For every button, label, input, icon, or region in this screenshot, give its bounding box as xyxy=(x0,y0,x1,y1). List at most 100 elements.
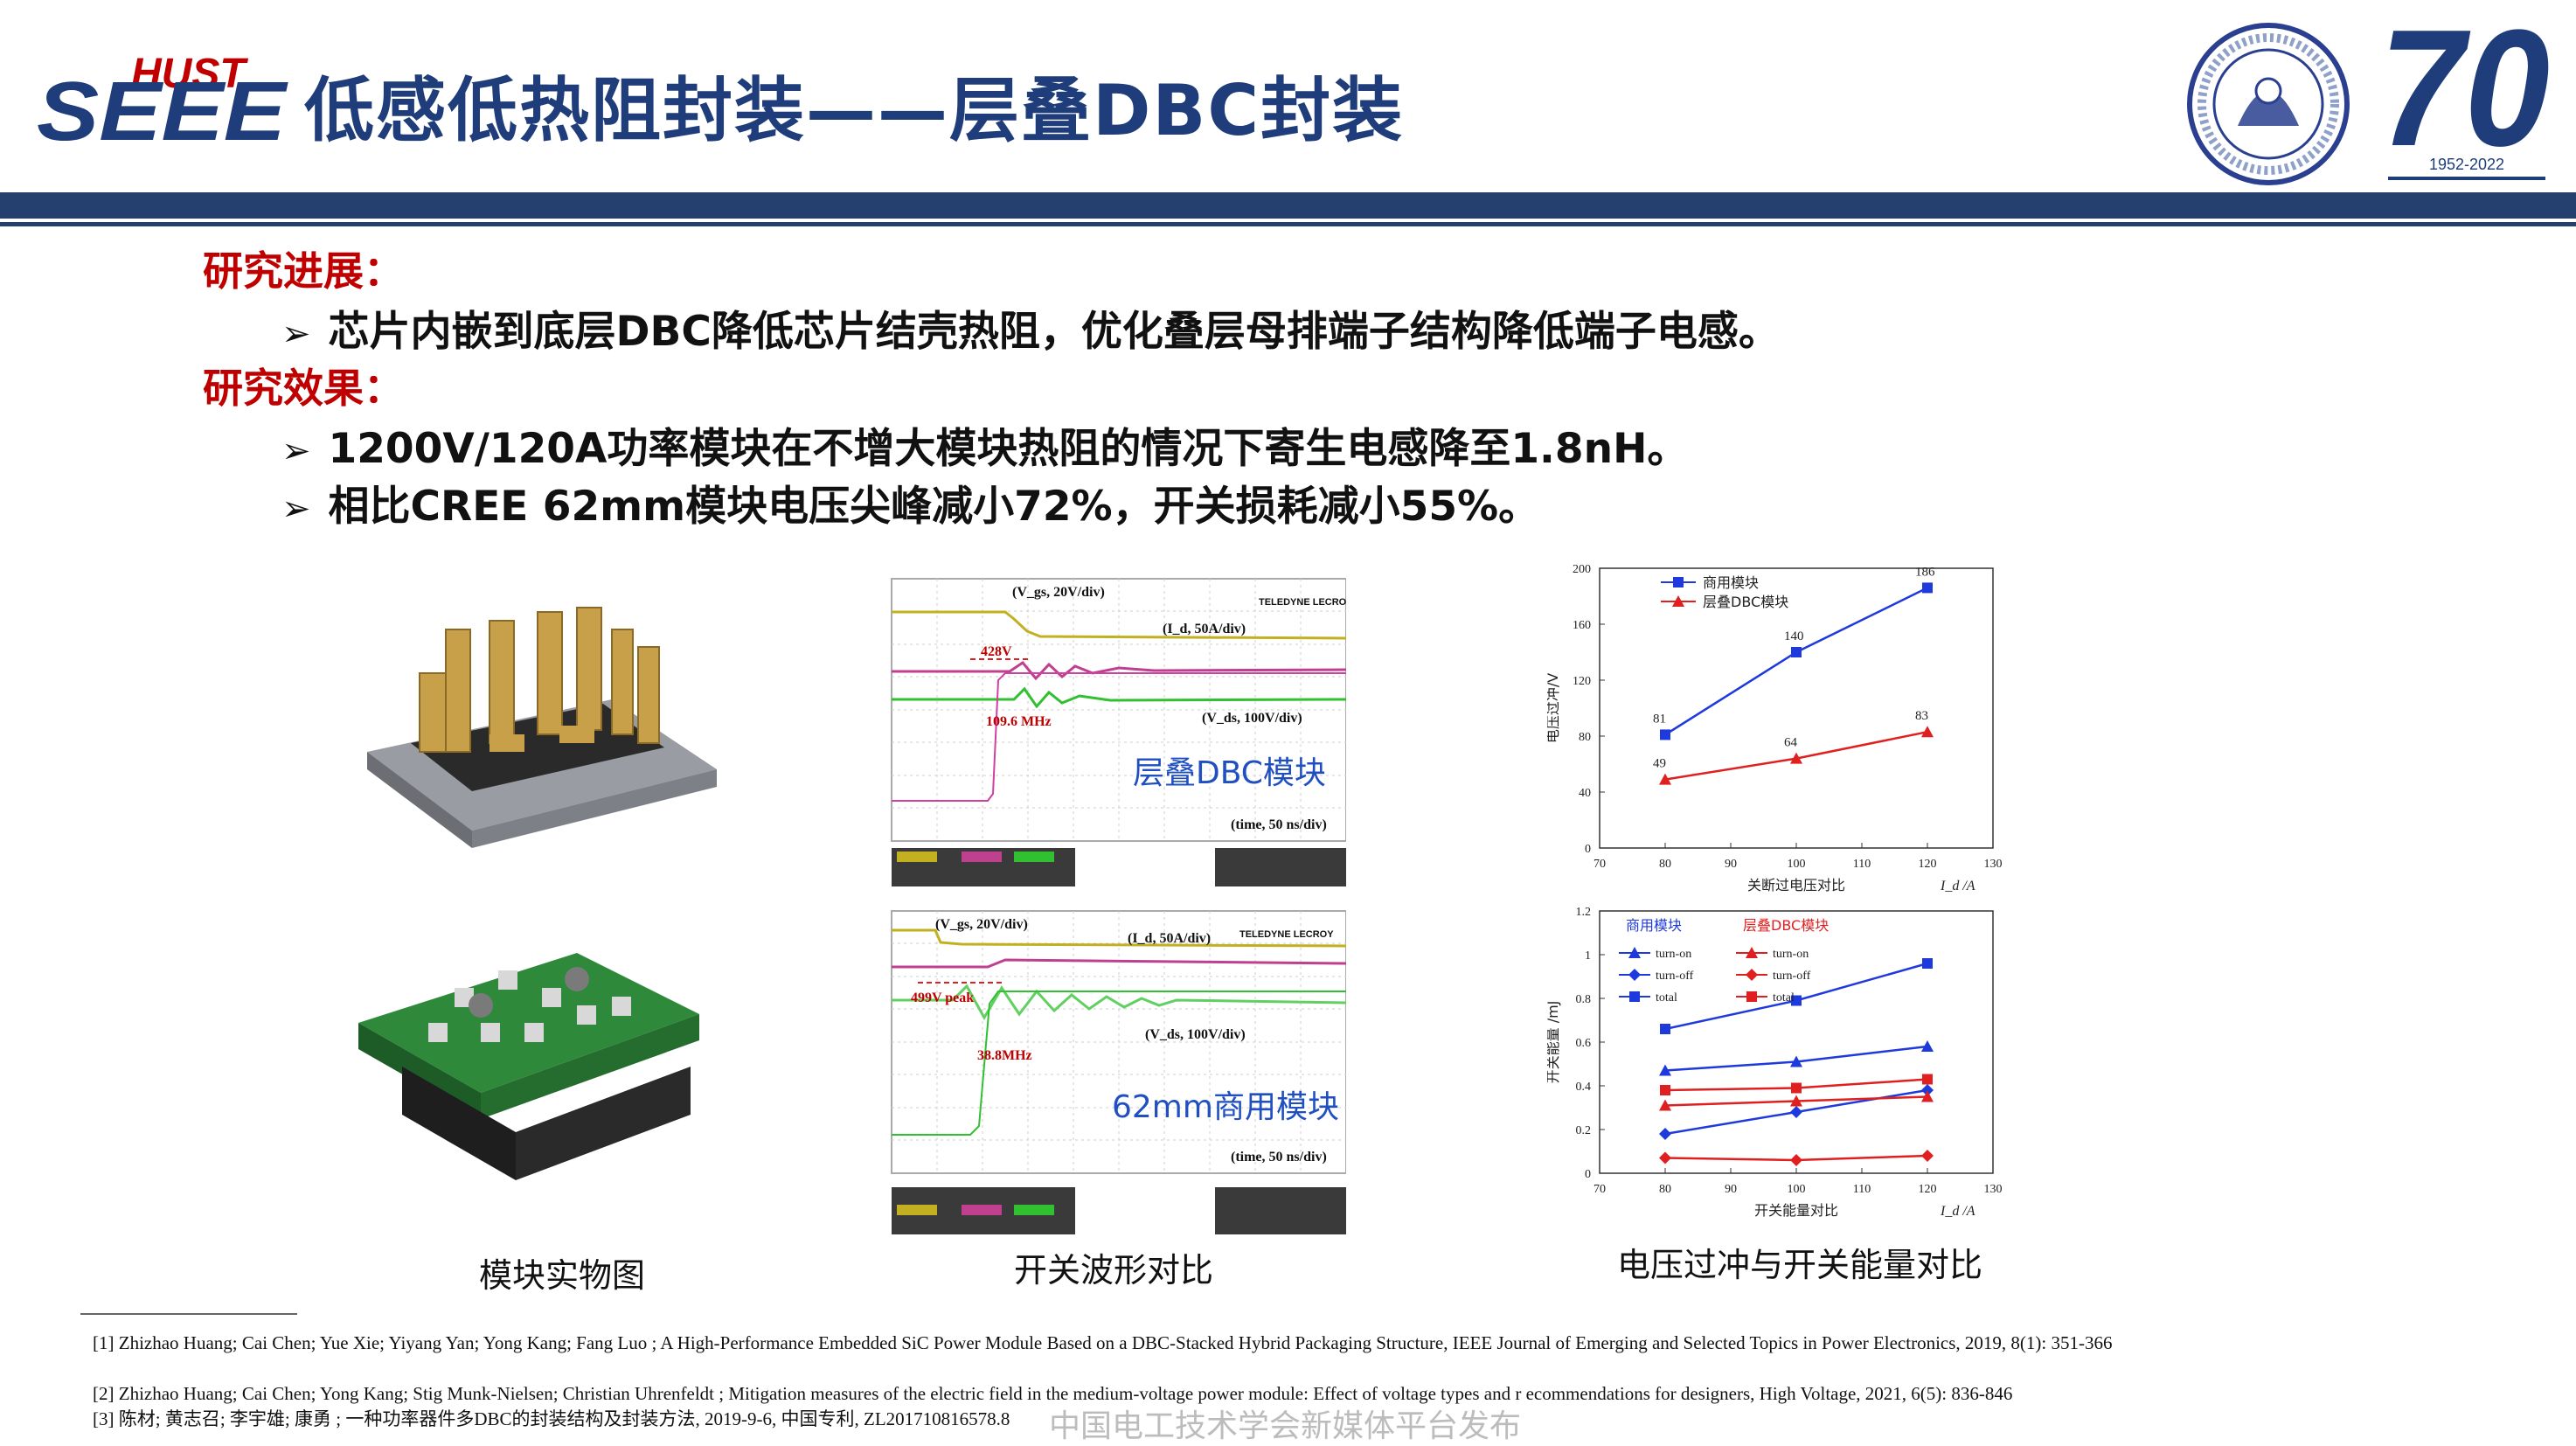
y-tick-label: 80 xyxy=(1579,731,1591,744)
y-axis-label: 电压过冲/V xyxy=(1547,673,1561,743)
data-point xyxy=(1790,1095,1802,1107)
y-tick-label: 160 xyxy=(1573,619,1591,632)
x-tick-label: 130 xyxy=(1984,1183,2003,1196)
data-point xyxy=(1791,995,1802,1006)
reference-divider xyxy=(80,1313,297,1315)
anniversary-70-logo: 70 1952-2022 xyxy=(2379,14,2550,181)
data-label: 140 xyxy=(1784,629,1804,643)
waveform-top-peak: 428V xyxy=(981,644,1012,659)
bullet-effect-2: ➢ 相比CREE 62mm模块电压尖峰减小72%，开关损耗减小55%。 xyxy=(281,472,1539,532)
waveform-top-id: (I_d, 50A/div) xyxy=(1163,622,1246,636)
y-tick-label: 0.8 xyxy=(1576,993,1592,1006)
data-point xyxy=(1922,1074,1933,1085)
anniv-years: 1952-2022 xyxy=(2429,156,2504,173)
seee-logo: HUST SEEE xyxy=(37,51,288,150)
x-axis-label: 开关能量对比 xyxy=(1754,1202,1838,1219)
x-tick-label: 90 xyxy=(1725,858,1737,871)
data-point xyxy=(1659,1128,1671,1140)
data-point xyxy=(1921,1090,1934,1102)
hust-seal-icon xyxy=(2187,23,2350,185)
reference-2: [2] Zhizhao Huang; Cai Chen; Yong Kang; … xyxy=(93,1383,2013,1404)
plot-frame xyxy=(1599,567,1994,849)
y-tick-label: 0 xyxy=(1585,1168,1591,1181)
x-axis-unit: I_d /A xyxy=(1940,879,1975,893)
waveform-bottom-brand: TELEDYNE LECROY xyxy=(1239,929,1334,940)
data-point xyxy=(1659,1064,1671,1076)
x-tick-label: 110 xyxy=(1853,1183,1871,1196)
legend-marker xyxy=(1746,969,1758,981)
data-label: 83 xyxy=(1915,709,1928,723)
x-axis-unit: I_d /A xyxy=(1940,1204,1975,1219)
waveform-bottom-time: (time, 50 ns/div) xyxy=(1231,1150,1327,1164)
x-tick-label: 70 xyxy=(1594,1183,1606,1196)
waveform-bottom-peak: 499V peak xyxy=(911,991,974,1005)
x-tick-label: 100 xyxy=(1788,858,1806,871)
y-tick-label: 1 xyxy=(1585,949,1591,963)
x-tick-label: 70 xyxy=(1594,858,1606,871)
x-tick-label: 100 xyxy=(1788,1183,1806,1196)
x-tick-label: 90 xyxy=(1725,1183,1737,1196)
legend-marker xyxy=(1628,947,1641,958)
x-tick-label: 130 xyxy=(1984,858,2003,871)
data-point xyxy=(1790,1154,1802,1166)
data-point xyxy=(1660,1085,1670,1095)
data-point xyxy=(1921,1084,1934,1096)
waveform-bottom-freq: 38.8MHz xyxy=(977,1048,1032,1063)
y-tick-label: 200 xyxy=(1573,563,1591,576)
anniv-number: 70 xyxy=(2379,14,2550,181)
data-label: 49 xyxy=(1653,757,1666,771)
bullet-effect-1: ➢ 1200V/120A功率模块在不增大模块热阻的情况下寄生电感降至1.8nH。 xyxy=(281,414,1688,475)
y-tick-label: 0 xyxy=(1585,843,1591,856)
bullet-text: 相比CREE 62mm模块电压尖峰减小72%，开关损耗减小55%。 xyxy=(328,483,1540,531)
data-point xyxy=(1922,958,1933,969)
data-point xyxy=(1790,1106,1802,1118)
module-photo-commercial xyxy=(358,953,699,1180)
bullet-text: 芯片内嵌到底层DBC降低芯片结壳热阻，优化叠层母排端子结构降低端子电感。 xyxy=(328,308,1780,356)
module-photo-stacked-dbc xyxy=(367,607,717,848)
legend-marker xyxy=(1673,577,1684,587)
reference-3: [3] 陈材; 黄志召; 李宇雄; 康勇 ; 一种功率器件多DBC的封装结构及封… xyxy=(93,1408,1010,1429)
x-tick-label: 80 xyxy=(1659,1183,1671,1196)
legend-label: total xyxy=(1773,991,1795,1005)
chart-voltage-overshoot: 70 80 90 100 110 120 130 0 40 80 120 160 200 关断过电压对比 I… xyxy=(1547,563,2003,893)
x-tick-label: 110 xyxy=(1853,858,1871,871)
data-point xyxy=(1922,582,1933,594)
waveform-top-freq: 109.6 MHz xyxy=(986,714,1052,729)
chart-switching-energy: 70 80 90 100 110 120 130 0 0.2 0.4 0.6 0.8 1 1.2 开关能量对… xyxy=(1547,906,2003,1219)
y-tick-label: 0.4 xyxy=(1576,1081,1592,1094)
data-point xyxy=(1921,1150,1934,1162)
data-point xyxy=(1921,726,1934,738)
legend-label: turn-on xyxy=(1773,948,1809,961)
data-point xyxy=(1659,1151,1671,1164)
data-point xyxy=(1660,1024,1670,1034)
y-tick-label: 1.2 xyxy=(1576,906,1592,919)
caption-module-photo: 模块实物图 xyxy=(479,1256,646,1295)
legend-label: 层叠DBC模块 xyxy=(1703,594,1788,610)
waveform-top-brand: TELEDYNE LECROY xyxy=(1259,597,1346,608)
bullet-arrow-icon: ➢ xyxy=(281,489,311,529)
section-heading-effect: 研究效果： xyxy=(203,365,404,412)
waveform-bottom-label: 62mm商用模块 xyxy=(1112,1089,1339,1125)
caption-waveform: 开关波形对比 xyxy=(1014,1251,1214,1290)
data-point xyxy=(1791,1082,1802,1094)
data-point xyxy=(1790,752,1802,764)
y-tick-label: 40 xyxy=(1579,787,1591,800)
legend-group-title: 商用模块 xyxy=(1626,917,1682,934)
data-point xyxy=(1660,729,1670,740)
x-tick-label: 80 xyxy=(1659,858,1671,871)
data-label: 81 xyxy=(1653,712,1666,726)
legend-marker xyxy=(1746,991,1757,1002)
legend-marker xyxy=(1629,991,1640,1002)
legend-group-title: 层叠DBC模块 xyxy=(1743,917,1829,934)
logo-hust-text: HUST xyxy=(131,51,248,97)
legend-marker xyxy=(1672,595,1684,607)
data-point xyxy=(1921,1040,1934,1052)
y-tick-label: 0.6 xyxy=(1576,1037,1592,1050)
waveform-top-label: 层叠DBC模块 xyxy=(1133,755,1326,791)
section-heading-progress: 研究进展： xyxy=(203,247,404,295)
x-tick-label: 120 xyxy=(1919,858,1937,871)
x-axis-label: 关断过电压对比 xyxy=(1747,877,1845,893)
data-point xyxy=(1659,773,1671,785)
reference-1: [1] Zhizhao Huang; Cai Chen; Yue Xie; Yi… xyxy=(93,1332,2113,1353)
legend-label: turn-on xyxy=(1656,948,1691,961)
